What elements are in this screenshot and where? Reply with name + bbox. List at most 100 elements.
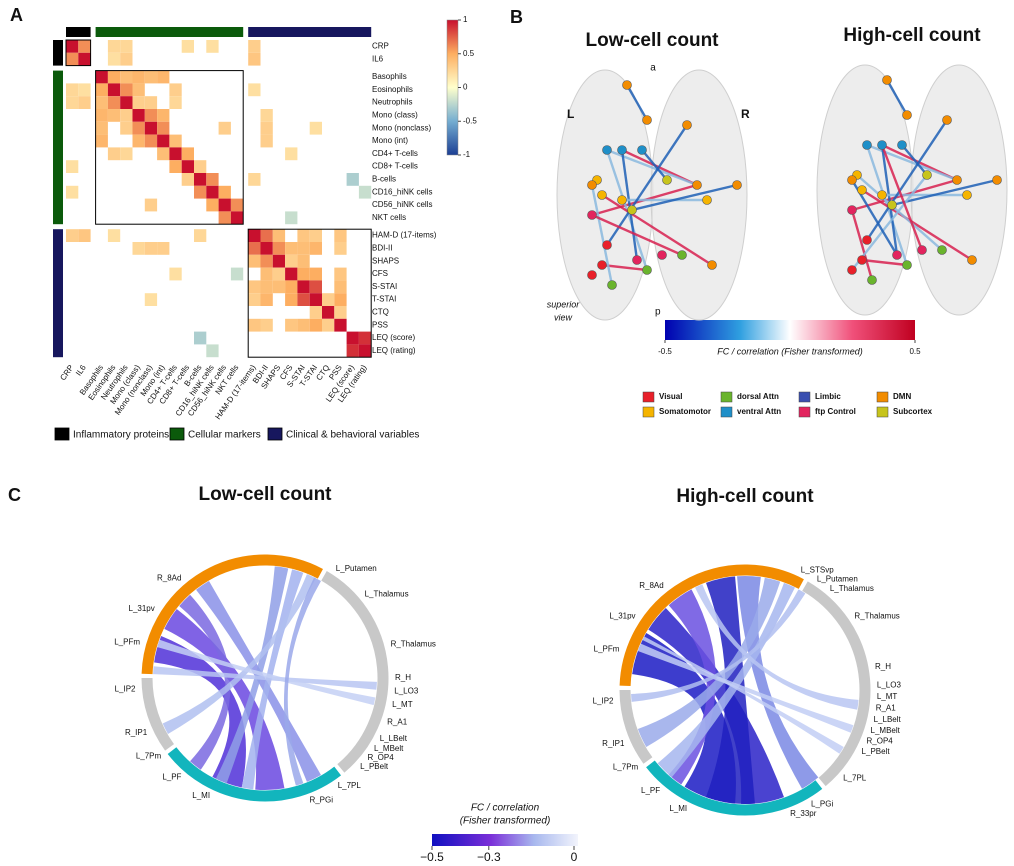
brain-node [598,261,607,270]
chord-label: R_IP1 [602,739,625,748]
heatmap-cell [261,255,273,268]
colorbar-tick-label: 0.5 [463,49,475,58]
orientation-label: R [741,107,750,121]
heatmap-cell [169,147,181,160]
heatmap-cell [273,280,285,293]
brain-node [628,206,637,215]
chord-sector [324,576,383,769]
heatmap-cell [169,160,181,173]
heatmap-cell [66,83,78,96]
row-label: CD56_hiNK cells [372,200,432,209]
brain-node [863,141,872,150]
heatmap-cell [334,280,346,293]
row-label: SHAPS [372,256,399,265]
brain-node [588,271,597,280]
heatmap-cell [66,96,78,109]
chord-label: L_7Pm [136,751,162,760]
chord-label: R_OP4 [867,737,894,746]
heatmap-cell [248,53,260,66]
brain-node [643,266,652,275]
brain-node [863,236,872,245]
brain-node [963,191,972,200]
legend-label: Somatomotor [659,407,711,416]
heatmap-cell [297,255,309,268]
column-label: IL6 [74,363,88,378]
legend-label: ftp Control [815,407,856,416]
brain-node [588,181,597,190]
row-label: Neutrophils [372,98,412,107]
chord-label: L_STSvp [801,565,834,574]
chord-label: R_IP1 [125,728,148,737]
brain-node [883,76,892,85]
brain-node [603,146,612,155]
panel-label: B [510,7,523,27]
heatmap-cell [78,83,90,96]
row-label: CFS [372,269,388,278]
chord-label: L_MT [392,700,413,709]
heatmap-cell [194,229,206,242]
heatmap-cell [219,122,231,135]
panel-label: A [10,5,23,25]
heatmap-cell [120,109,132,122]
chord-label: L_Putamen [817,574,858,583]
brain-node [893,251,902,260]
chord-label: L_7PL [843,773,867,782]
heatmap-cell [145,293,157,306]
brain-node [643,116,652,125]
colorbar-label: (Fisher transformed) [460,816,551,827]
heatmap-cell [206,173,218,186]
heatmap-cell [108,83,120,96]
legend-label: dorsal Attn [737,392,779,401]
legend-swatch [799,392,810,402]
heatmap-cell [285,280,297,293]
legend-label: Subcortex [893,407,933,416]
chord-label: L_IP2 [593,697,614,706]
heatmap-cell [157,147,169,160]
heatmap-cell [248,242,260,255]
heatmap-cell [133,122,145,135]
heatmap-cell [66,40,78,53]
heatmap-cell [145,242,157,255]
brain-node [903,111,912,120]
heatmap-cell [322,319,334,332]
brain-node [868,276,877,285]
heatmap-cell [120,40,132,53]
brain-node [633,256,642,265]
chord-label: R_8Ad [639,581,663,590]
colorbar [665,320,915,340]
heatmap-cell [261,319,273,332]
row-label: IL6 [372,54,384,63]
panel-label: C [8,485,21,505]
heatmap-cell [297,229,309,242]
brain-node [848,176,857,185]
heatmap-cell [248,229,260,242]
orientation-label: a [650,63,656,74]
heatmap-cell [145,71,157,84]
heatmap-cell [334,242,346,255]
heatmap-cell [108,229,120,242]
heatmap-cell [285,242,297,255]
chord-label: R_A1 [387,718,408,727]
heatmap-cell [273,242,285,255]
colorbar-label: FC / correlation (Fisher transformed) [717,346,863,356]
heatmap-cell [169,268,181,281]
chord-label: L_IP2 [115,684,136,693]
heatmap-cell [78,40,90,53]
chord-label: R_8Ad [157,574,181,583]
brain-node [678,251,687,260]
chord-label: L_MI [669,804,687,813]
heatmap-cell [285,293,297,306]
heatmap-cell [133,242,145,255]
heatmap-cell [359,186,371,199]
legend-label: Cellular markers [188,430,261,441]
heatmap-cell [261,122,273,135]
heatmap-cell [120,147,132,160]
heatmap-cell [347,332,359,345]
heatmap-cell [261,109,273,122]
chord-label: L_Thalamus [830,584,874,593]
row-label: Eosinophils [372,85,413,94]
chord-label: L_LBelt [380,734,408,743]
heatmap-cell [157,242,169,255]
group-bar [248,27,371,37]
brain-node [708,261,717,270]
